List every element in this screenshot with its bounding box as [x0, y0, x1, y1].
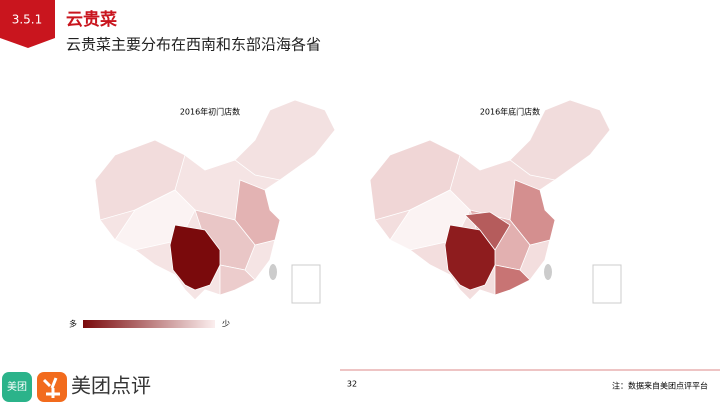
brand-name: 美团点评	[71, 374, 151, 398]
legend-gradient	[83, 320, 215, 328]
brand-icon-text: 美团	[7, 380, 27, 393]
map-start	[94, 99, 336, 304]
footnote: 注：数据来自美团点评平台	[612, 381, 708, 391]
province	[94, 139, 186, 221]
slide-subtitle: 云贵菜主要分布在西南和东部沿海各省	[66, 36, 321, 54]
island	[544, 264, 552, 280]
province	[464, 211, 511, 251]
island	[269, 264, 277, 280]
province	[369, 139, 461, 221]
slide-title: 云贵菜	[66, 9, 118, 30]
province	[219, 264, 256, 296]
legend-high: 多	[69, 319, 77, 329]
province-highlight	[169, 224, 221, 291]
inset-box	[592, 264, 622, 304]
section-badge	[0, 0, 55, 48]
legend-low: 少	[222, 320, 230, 329]
map-title: 2016年底门店数	[480, 107, 540, 117]
section-number: 3.5.1	[12, 13, 43, 27]
province	[494, 264, 531, 296]
province	[234, 99, 336, 181]
province	[509, 99, 611, 181]
brand-glyph	[42, 377, 60, 398]
map-title: 2016年初门店数	[180, 107, 240, 117]
inset-box	[291, 264, 321, 304]
map-end	[369, 99, 622, 304]
page-number: 32	[347, 380, 357, 389]
brand-icon	[2, 372, 32, 402]
